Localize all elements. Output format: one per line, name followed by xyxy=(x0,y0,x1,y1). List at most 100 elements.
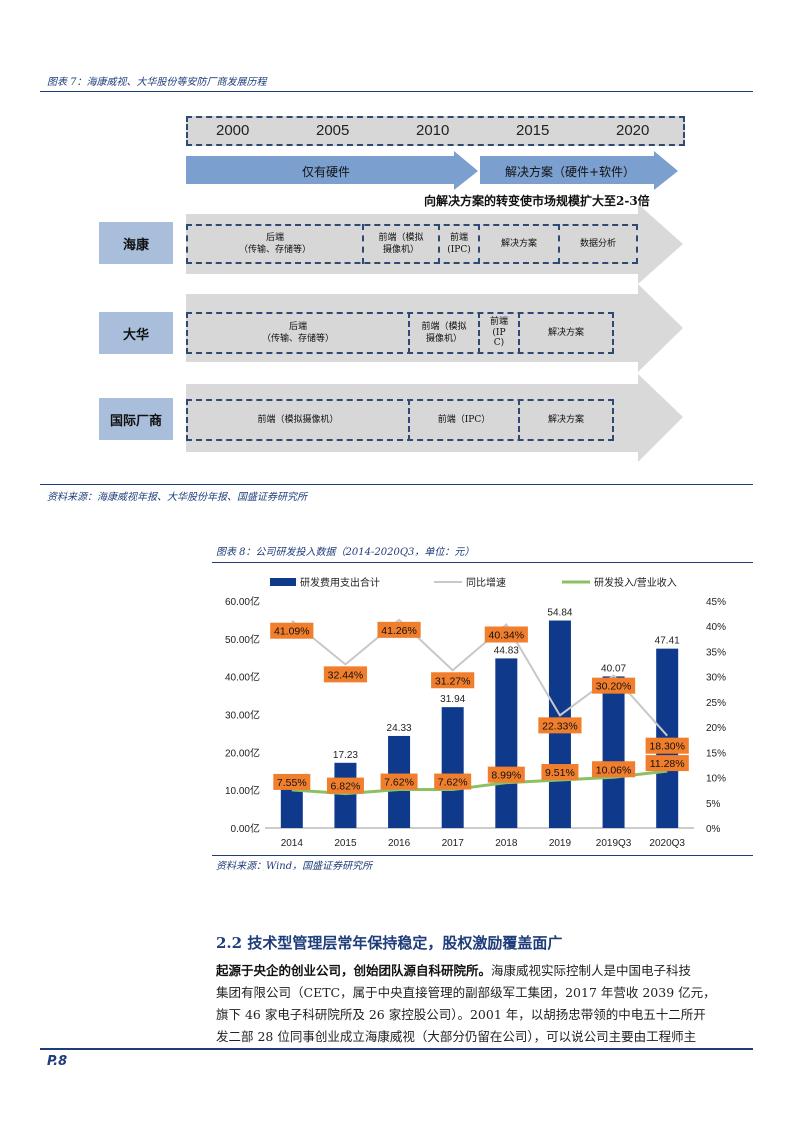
y-axis-tick-label: 30.00亿 xyxy=(225,709,260,722)
figure8-source: 资料来源：Wind，国盛证券研究所 xyxy=(216,861,373,872)
figure8-bottom-rule xyxy=(212,855,753,856)
y2-axis-tick-label: 5% xyxy=(706,799,721,810)
bar-rd-expense xyxy=(334,762,357,828)
y2-axis-tick-label: 40% xyxy=(706,622,726,633)
bar-value-label: 24.33 xyxy=(387,723,412,734)
ratio-data-label-bg xyxy=(380,773,418,790)
y2-axis-tick-label: 0% xyxy=(706,824,721,835)
ratio-data-label: 11.28% xyxy=(650,758,685,770)
y-axis-tick-label: 40.00亿 xyxy=(225,671,260,684)
growth-data-label-bg xyxy=(591,677,636,694)
hikvision-backend: 后端 （传输、存储等） xyxy=(238,232,311,255)
phase2-label: 解决方案（硬件+软件） xyxy=(504,165,636,179)
phase-arrows xyxy=(186,151,678,190)
hikvision-solution: 解决方案 xyxy=(500,238,537,249)
paragraph-lead: 起源于央企的创业公司，创始团队源自科研院所。 xyxy=(216,963,492,978)
international-solution: 解决方案 xyxy=(547,414,584,425)
footer-rule xyxy=(40,1048,753,1050)
row-label-dahua: 大华 xyxy=(99,312,173,354)
x-axis-tick-label: 2016 xyxy=(388,838,411,849)
growth-data-label: 41.26% xyxy=(381,625,417,637)
growth-data-label: 18.30% xyxy=(649,741,685,753)
x-axis-tick-label: 2017 xyxy=(442,838,465,849)
y2-axis-tick-label: 15% xyxy=(706,748,726,759)
row-label-hikvision: 海康 xyxy=(99,222,173,264)
x-axis-tick-label: 2018 xyxy=(495,838,518,849)
legend-label: 研发投入/营业收入 xyxy=(594,576,677,589)
y-axis-tick-label: 50.00亿 xyxy=(225,633,260,646)
ratio-data-label-bg xyxy=(541,764,579,781)
bar-value-label: 47.41 xyxy=(655,636,680,647)
ratio-data-label-bg xyxy=(273,773,311,790)
growth-data-label-bg xyxy=(323,666,368,683)
y2-axis-tick-label: 30% xyxy=(706,673,726,684)
dahua-backend: 后端 （传输、存储等） xyxy=(261,321,334,344)
ratio-data-label: 8.99% xyxy=(491,770,521,782)
bar-value-label: 44.83 xyxy=(494,645,519,656)
y2-axis-tick-label: 25% xyxy=(706,698,726,709)
ratio-data-label: 7.62% xyxy=(438,777,468,789)
section-paragraph: 起源于央企的创业公司，创始团队源自科研院所。海康威视实际控制人是中国电子科技 集… xyxy=(216,960,756,1048)
y2-axis-tick-label: 45% xyxy=(706,597,726,608)
year-label: 2000 xyxy=(216,122,250,139)
x-axis-tick-label: 2020Q3 xyxy=(649,838,685,849)
ratio-data-label-bg xyxy=(645,755,689,772)
ratio-data-label-bg xyxy=(326,777,364,794)
row-label-international: 国际厂商 xyxy=(99,398,173,440)
ratio-data-label: 9.51% xyxy=(545,767,575,779)
y-axis-tick-label: 20.00亿 xyxy=(225,746,260,759)
growth-data-label: 41.09% xyxy=(274,626,310,638)
ratio-data-label-bg xyxy=(434,773,472,790)
bar-rd-expense xyxy=(495,658,518,828)
year-label: 2010 xyxy=(416,122,450,139)
legend-label: 同比增速 xyxy=(466,576,506,589)
y-axis-tick-label: 0.00亿 xyxy=(231,822,260,835)
bar-rd-expense xyxy=(441,707,464,828)
legend-swatch-rd-expense xyxy=(270,578,296,586)
paragraph-line: 集团有限公司（CETC，属于中央直接管理的副部级军工集团，2017 年营收 20… xyxy=(216,985,716,1000)
year-label: 2005 xyxy=(316,122,350,139)
paragraph-line: 旗下 46 家电子科研院所及 26 家控股公司）。2001 年，以胡扬忠带领的中… xyxy=(216,1007,706,1022)
phase1-label: 仅有硬件 xyxy=(301,165,350,179)
ratio-data-label-bg xyxy=(591,761,636,778)
y2-axis-tick-label: 20% xyxy=(706,723,726,734)
figure7-bottom-rule xyxy=(40,484,753,485)
x-axis-tick-label: 2014 xyxy=(281,838,304,849)
dahua-ipc: 前端 (IP C) xyxy=(489,317,508,349)
phase1-arrow xyxy=(186,151,478,190)
ratio-data-label: 7.62% xyxy=(384,777,414,789)
ratio-data-label: 6.82% xyxy=(331,781,361,793)
ratio-data-label: 10.06% xyxy=(596,764,632,776)
figure7-caption: 图表 7：海康威视、大华股份等安防厂商发展历程 xyxy=(47,77,267,88)
year-label: 2020 xyxy=(616,122,650,139)
figure7-top-rule xyxy=(40,91,753,92)
international-track xyxy=(186,399,614,441)
figure8-top-rule xyxy=(212,562,753,563)
y-axis-tick-label: 60.00亿 xyxy=(225,595,260,608)
growth-data-label-bg xyxy=(484,626,528,643)
figure8-caption: 图表 8：公司研发投入数据（2014-2020Q3，单位：元） xyxy=(216,547,475,558)
growth-data-label-bg xyxy=(538,717,582,734)
y2-axis-tick-label: 10% xyxy=(706,774,726,785)
timeline-year-bar xyxy=(186,116,685,146)
figure7-source: 资料来源：海康威视年报、大华股份年报、国盛证券研究所 xyxy=(47,492,307,503)
hikvision-ipc: 前端 (IPC) xyxy=(447,232,471,255)
hikvision-analog: 前端（模拟 摄像机） xyxy=(378,232,424,255)
growth-data-label-bg xyxy=(377,621,421,638)
section-title: 2.2 技术型管理层常年保持稳定，股权激励覆盖面广 xyxy=(216,934,563,952)
x-axis-tick-label: 2015 xyxy=(334,838,357,849)
bar-value-label: 17.23 xyxy=(333,750,358,761)
ratio-data-label: 7.55% xyxy=(277,777,307,789)
bar-value-label: 54.84 xyxy=(547,608,572,619)
growth-data-label-bg xyxy=(645,737,689,754)
dahua-solution: 解决方案 xyxy=(547,327,584,338)
hikvision-track xyxy=(186,224,638,264)
market-note: 向解决方案的转变使市场规模扩大至2-3倍 xyxy=(424,194,650,208)
dahua-track xyxy=(186,312,614,354)
growth-data-label-bg xyxy=(431,672,475,689)
paragraph-line: 发二部 28 位同事创业成立海康威视（大部分仍留在公司），可以说公司主要由工程师… xyxy=(216,1029,697,1044)
x-axis-tick-label: 2019 xyxy=(549,838,572,849)
year-label: 2015 xyxy=(516,122,550,139)
growth-data-label: 31.27% xyxy=(435,675,471,687)
growth-data-label: 22.33% xyxy=(542,720,578,732)
